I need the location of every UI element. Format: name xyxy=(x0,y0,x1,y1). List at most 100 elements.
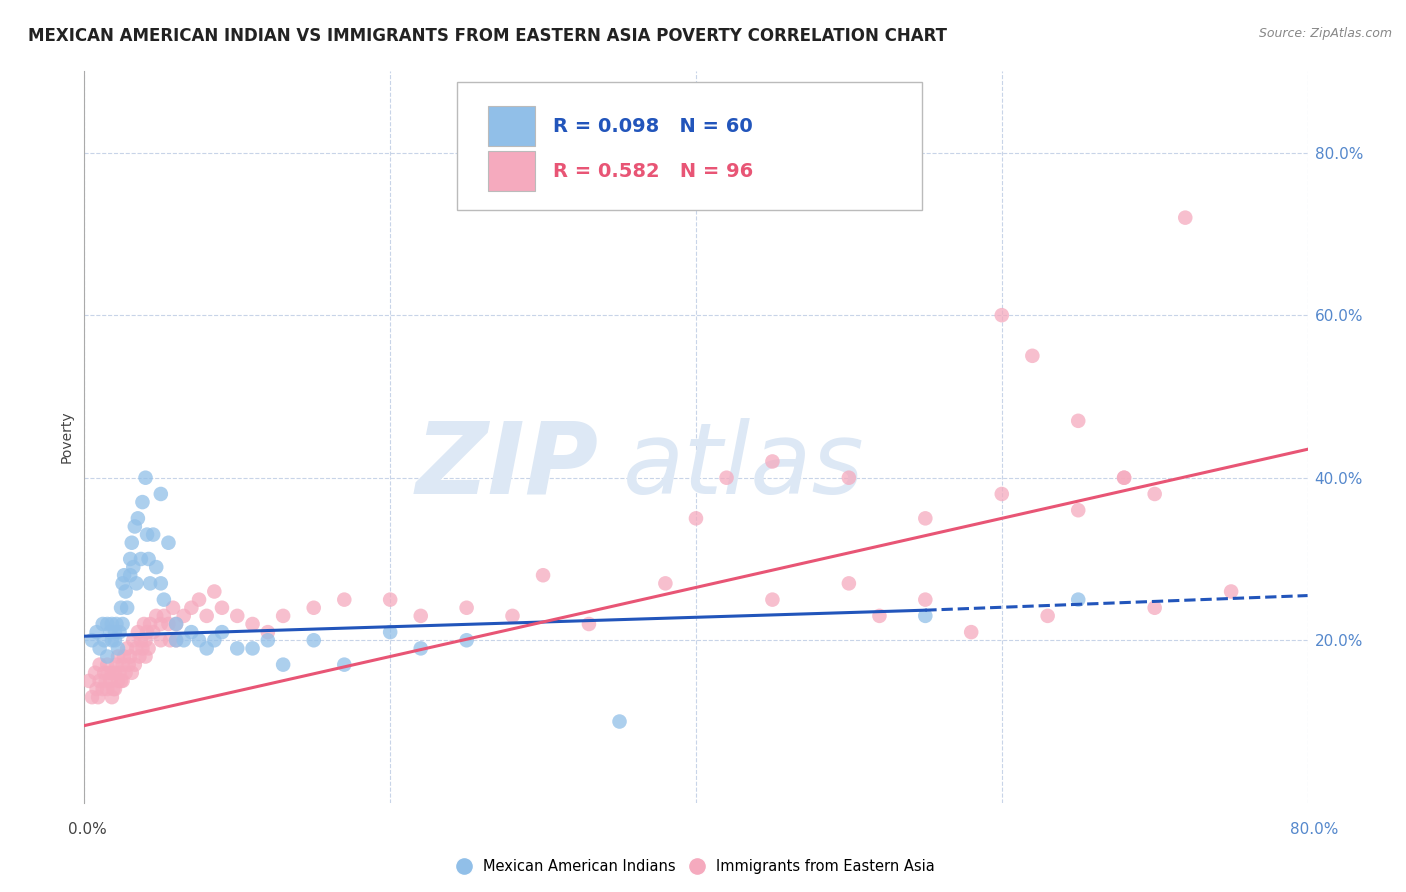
Point xyxy=(112,568,135,582)
Point xyxy=(98,673,121,688)
Point xyxy=(211,600,233,615)
Point xyxy=(165,633,187,648)
Point xyxy=(202,633,225,648)
Point xyxy=(1174,211,1197,225)
Text: atlas: atlas xyxy=(623,417,865,515)
Point xyxy=(1114,471,1136,485)
Point xyxy=(136,625,159,640)
Point xyxy=(118,657,141,672)
Point xyxy=(1036,608,1059,623)
Point xyxy=(114,665,136,680)
Point xyxy=(91,617,114,632)
Point xyxy=(211,625,233,640)
Point xyxy=(127,511,149,525)
Point xyxy=(124,519,146,533)
FancyBboxPatch shape xyxy=(457,82,922,211)
Point xyxy=(112,649,135,664)
Point xyxy=(89,673,111,688)
Point xyxy=(149,576,172,591)
Point xyxy=(121,535,143,549)
Point xyxy=(991,308,1014,322)
Point xyxy=(914,608,936,623)
Point xyxy=(107,673,129,688)
Point xyxy=(136,527,159,541)
Point xyxy=(1143,487,1166,501)
Point xyxy=(1067,414,1090,428)
Point xyxy=(578,617,600,632)
Point xyxy=(120,649,142,664)
Point xyxy=(165,617,187,632)
Point xyxy=(654,576,676,591)
Point xyxy=(157,617,180,632)
Text: Source: ZipAtlas.com: Source: ZipAtlas.com xyxy=(1258,27,1392,40)
Point xyxy=(101,665,124,680)
Point xyxy=(135,649,157,664)
Point xyxy=(114,584,136,599)
Point xyxy=(409,608,432,623)
Point xyxy=(716,471,738,485)
Point xyxy=(135,471,157,485)
Point xyxy=(87,690,110,705)
Point xyxy=(110,673,132,688)
Point xyxy=(1067,592,1090,607)
Point xyxy=(103,681,125,696)
Point xyxy=(101,633,124,648)
Point xyxy=(149,617,172,632)
Point xyxy=(96,657,118,672)
Y-axis label: Poverty: Poverty xyxy=(59,411,73,463)
Point xyxy=(139,617,162,632)
Point xyxy=(914,511,936,525)
Point xyxy=(914,592,936,607)
Point xyxy=(333,657,356,672)
Point xyxy=(127,625,149,640)
Text: MEXICAN AMERICAN INDIAN VS IMMIGRANTS FROM EASTERN ASIA POVERTY CORRELATION CHAR: MEXICAN AMERICAN INDIAN VS IMMIGRANTS FR… xyxy=(28,27,948,45)
Point xyxy=(165,633,187,648)
Point xyxy=(122,560,145,574)
Point xyxy=(180,600,202,615)
Point xyxy=(129,633,152,648)
Point xyxy=(257,625,280,640)
Point xyxy=(761,592,783,607)
Point xyxy=(108,625,131,640)
Point xyxy=(380,592,402,607)
Point xyxy=(89,657,111,672)
Point xyxy=(128,649,150,664)
Point xyxy=(120,568,142,582)
Point xyxy=(80,690,103,705)
Point xyxy=(93,633,115,648)
Point xyxy=(142,625,165,640)
Point xyxy=(838,471,860,485)
Point xyxy=(86,681,108,696)
Point xyxy=(960,625,983,640)
Point xyxy=(104,633,127,648)
Point xyxy=(226,641,249,656)
Point xyxy=(502,608,524,623)
Point xyxy=(121,665,143,680)
Point xyxy=(302,633,325,648)
Point xyxy=(122,633,145,648)
Legend: Mexican American Indians, Immigrants from Eastern Asia: Mexican American Indians, Immigrants fro… xyxy=(451,853,941,880)
Point xyxy=(188,633,211,648)
Point xyxy=(101,690,124,705)
FancyBboxPatch shape xyxy=(488,106,534,146)
Point xyxy=(89,641,111,656)
Point xyxy=(531,568,554,582)
Point xyxy=(195,641,218,656)
Point xyxy=(142,527,165,541)
Text: R = 0.098   N = 60: R = 0.098 N = 60 xyxy=(553,117,752,136)
Point xyxy=(97,665,120,680)
FancyBboxPatch shape xyxy=(488,151,534,191)
Point xyxy=(173,633,195,648)
Point xyxy=(456,633,478,648)
Point xyxy=(165,617,187,632)
Point xyxy=(105,657,128,672)
Point xyxy=(180,625,202,640)
Text: 80.0%: 80.0% xyxy=(1291,822,1339,837)
Point xyxy=(242,641,264,656)
Point xyxy=(110,600,132,615)
Point xyxy=(1067,503,1090,517)
Point xyxy=(98,625,121,640)
Point xyxy=(125,641,148,656)
Text: R = 0.582   N = 96: R = 0.582 N = 96 xyxy=(553,162,754,181)
Point xyxy=(111,657,134,672)
